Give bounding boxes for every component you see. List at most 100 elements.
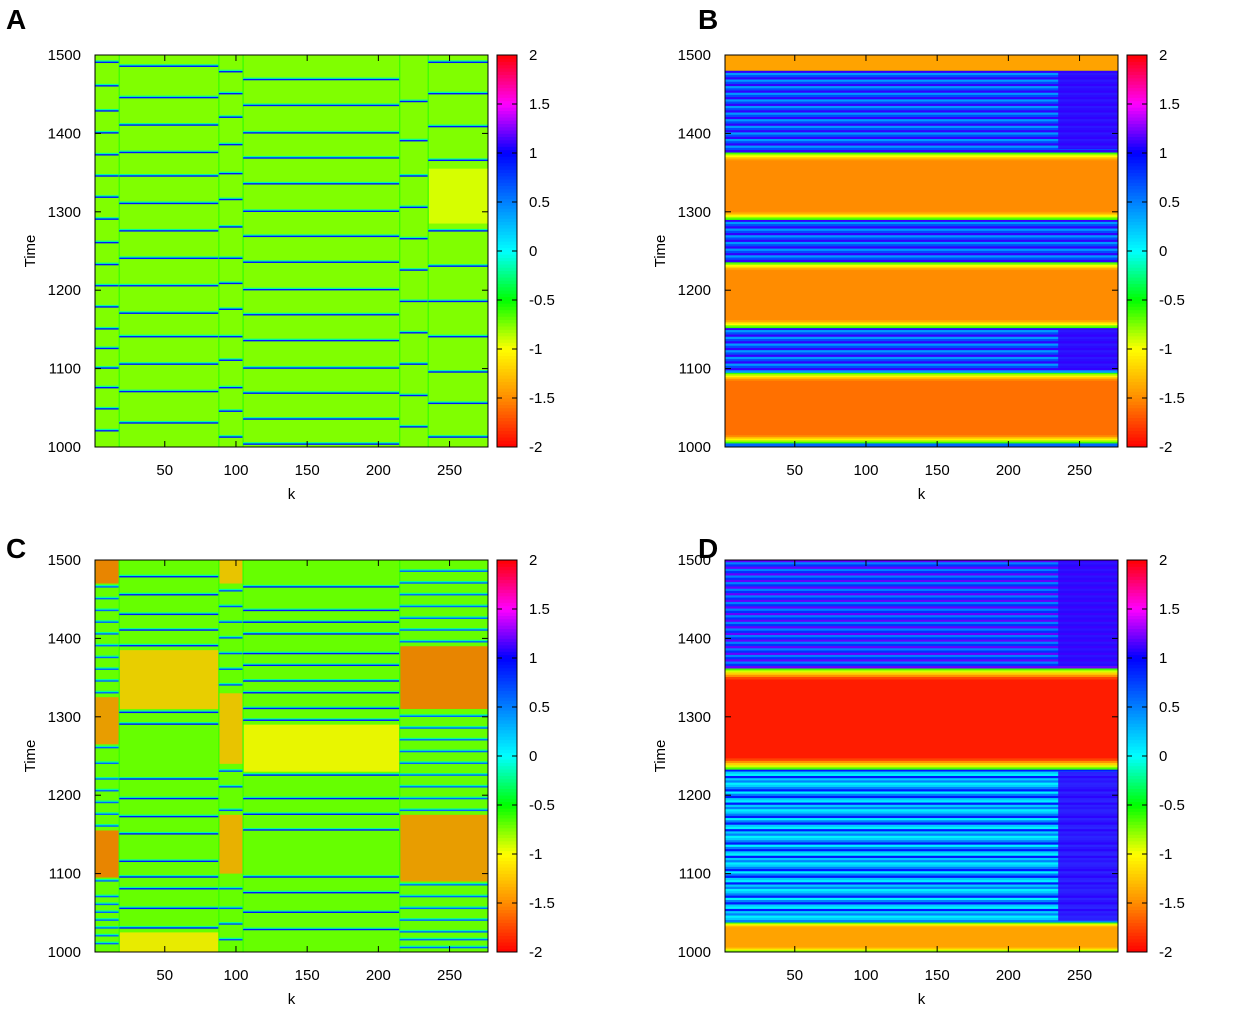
heatmap-spike (399, 715, 488, 717)
heatmap-spike (119, 860, 219, 863)
heatmap-spike-halo (95, 777, 120, 780)
colorbar-cell (497, 273, 517, 278)
heatmap-spike (399, 238, 429, 240)
heatmap-band (725, 237, 1118, 240)
heatmap-band (725, 352, 1118, 355)
heatmap-band (725, 228, 1118, 232)
heatmap-spike (218, 336, 244, 338)
heatmap-spike (95, 813, 120, 815)
colorbar-cell (497, 247, 517, 252)
heatmap-spike (399, 594, 488, 596)
colorbar-cell (1127, 97, 1147, 102)
heatmap-band (725, 230, 1118, 234)
y-tick-label: 1200 (48, 282, 81, 299)
colorbar-cell (1127, 795, 1147, 799)
colorbar-cell (1127, 358, 1147, 363)
heatmap-spike-halo (218, 784, 244, 788)
heatmap-spike (243, 289, 400, 291)
heatmap-spike-halo (218, 256, 244, 259)
colorbar-cell (1127, 375, 1147, 379)
colorbar-cell (1127, 100, 1147, 105)
colorbar-cell (497, 375, 517, 379)
colorbar-cell (1127, 407, 1147, 412)
heatmap-band (725, 877, 1118, 881)
heatmap-spike (119, 833, 219, 835)
heatmap-spike (95, 586, 120, 588)
colorbar-cell (497, 831, 517, 835)
x-tick-label: 150 (925, 967, 950, 984)
heatmap-band (725, 123, 1118, 127)
colorbar-cell (497, 563, 517, 567)
colorbar-cell (1127, 906, 1147, 910)
heatmap-spike (119, 230, 219, 232)
colorbar-tick-label: 1.5 (529, 96, 550, 113)
heatmap-band (725, 368, 1118, 371)
colorbar-cell (1127, 805, 1147, 809)
colorbar-cell (1127, 729, 1147, 734)
colorbar-cell (497, 192, 517, 196)
y-tick-label: 1200 (48, 787, 81, 804)
y-tick-label: 1100 (679, 361, 711, 378)
colorbar-tick-label: 2 (529, 47, 537, 64)
x-tick-label: 250 (1067, 967, 1092, 984)
heatmap-spike-halo (218, 281, 244, 284)
colorbar-tick-label: 1.5 (1159, 601, 1180, 618)
x-tick-label: 50 (156, 967, 173, 984)
heatmap-chart: 50 100 150 200 250 1000 1100 1200 1300 1400 1500 k T… (22, 47, 555, 503)
heatmap-band (725, 323, 1118, 325)
heatmap-spike (119, 876, 219, 878)
heatmap-spike-halo (95, 655, 120, 658)
heatmap-band (725, 902, 1118, 905)
colorbar-cell (1127, 342, 1147, 347)
heatmap-band (725, 218, 1118, 220)
colorbar-cell (497, 602, 517, 607)
colorbar-cell (497, 576, 517, 580)
heatmap-spike (119, 285, 219, 287)
heatmap-band (725, 913, 1118, 916)
heatmap-band (725, 820, 1118, 823)
heatmap-spike (243, 652, 400, 655)
colorbar-cell (497, 362, 517, 366)
colorbar-cell (497, 257, 517, 262)
heatmap-spike (119, 151, 219, 154)
heatmap-band (725, 334, 1118, 338)
panel-label: C (6, 533, 27, 564)
colorbar-cell (1127, 811, 1147, 816)
colorbar-cell (1127, 283, 1147, 288)
heatmap-band (725, 648, 1118, 651)
heatmap-spike (95, 790, 120, 792)
colorbar-cell (497, 818, 517, 822)
colorbar-cell (497, 260, 517, 265)
colorbar-cell (1127, 654, 1147, 659)
heatmap-spike-halo (119, 643, 219, 647)
heatmap-spike-halo (399, 918, 488, 921)
heatmap-band (725, 806, 1118, 810)
heatmap-band (725, 601, 1118, 605)
heatmap-spike (399, 919, 488, 921)
heatmap-band (725, 211, 1118, 214)
colorbar-cell (497, 440, 517, 445)
heatmap-spike-halo (95, 428, 120, 432)
heatmap-spike-halo (218, 906, 244, 909)
colorbar-cell (497, 834, 517, 839)
heatmap-band (725, 255, 1118, 258)
colorbar-cell (497, 352, 517, 356)
colorbar-cell (1127, 837, 1147, 842)
colorbar-cell (497, 313, 517, 317)
colorbar-tick-label: 0.5 (529, 699, 550, 716)
colorbar-cell (497, 857, 517, 861)
colorbar-cell (1127, 919, 1147, 923)
colorbar-tick-label: -1.5 (1159, 895, 1185, 912)
colorbar-cell (1127, 791, 1147, 796)
heatmap-spike-halo (95, 910, 120, 913)
colorbar-cell (497, 195, 517, 200)
heatmap-spike-halo (243, 620, 400, 623)
heatmap-band (725, 560, 1118, 563)
heatmap-spike-halo (243, 631, 400, 635)
heatmap-spike-halo (95, 620, 120, 623)
colorbar-cell (497, 697, 517, 701)
heatmap-band (725, 851, 1118, 854)
heatmap-spike-halo (218, 667, 244, 670)
colorbar-cell (1127, 313, 1147, 317)
heatmap-spike (95, 746, 120, 749)
